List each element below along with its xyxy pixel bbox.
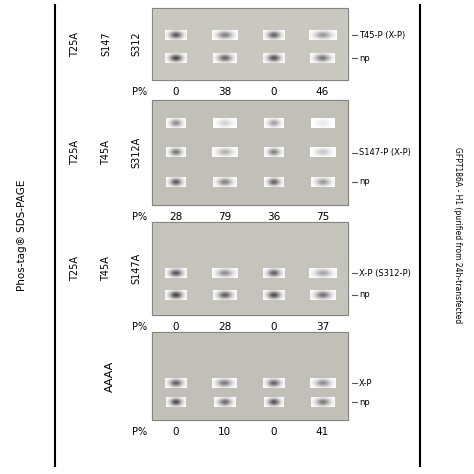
- Text: 0: 0: [270, 322, 277, 332]
- Bar: [152, 222, 348, 315]
- Text: 38: 38: [218, 87, 231, 97]
- Bar: [152, 222, 348, 315]
- Text: X-P (S312-P): X-P (S312-P): [359, 269, 411, 278]
- Text: S147: S147: [101, 32, 111, 56]
- Bar: [152, 332, 348, 420]
- Text: 28: 28: [218, 322, 231, 332]
- Text: 37: 37: [316, 322, 329, 332]
- Text: GFPT186A - H1 (purified from 24h-transfected: GFPT186A - H1 (purified from 24h-transfe…: [454, 147, 463, 324]
- Text: 0: 0: [172, 322, 179, 332]
- Bar: [152, 332, 348, 420]
- Text: 79: 79: [218, 212, 231, 222]
- Text: P%: P%: [132, 322, 147, 332]
- Text: P%: P%: [132, 87, 147, 97]
- Text: Phos-tag® SDS-PAGE: Phos-tag® SDS-PAGE: [17, 180, 27, 291]
- Text: P%: P%: [132, 427, 147, 437]
- Text: T25A: T25A: [70, 31, 80, 56]
- Text: AAAA: AAAA: [105, 360, 115, 392]
- Text: 10: 10: [218, 427, 231, 437]
- Bar: [152, 8, 348, 80]
- Text: S147A: S147A: [132, 253, 142, 284]
- Text: 0: 0: [172, 87, 179, 97]
- Text: S312A: S312A: [132, 137, 142, 168]
- Bar: [152, 8, 348, 80]
- Text: T25A: T25A: [70, 140, 80, 165]
- Text: X-P: X-P: [359, 379, 373, 388]
- Text: 0: 0: [270, 427, 277, 437]
- Text: T45A: T45A: [101, 256, 111, 281]
- Text: 46: 46: [316, 87, 329, 97]
- Text: np: np: [359, 290, 370, 299]
- Text: S147-P (X-P): S147-P (X-P): [359, 148, 411, 157]
- Bar: [152, 100, 348, 205]
- Text: P%: P%: [132, 212, 147, 222]
- Text: S312: S312: [132, 32, 142, 56]
- Text: 0: 0: [172, 427, 179, 437]
- Text: 75: 75: [316, 212, 329, 222]
- Bar: [152, 100, 348, 205]
- Text: 28: 28: [169, 212, 182, 222]
- Text: np: np: [359, 177, 370, 186]
- Text: 0: 0: [270, 87, 277, 97]
- Text: 41: 41: [316, 427, 329, 437]
- Text: np: np: [359, 54, 370, 63]
- Text: T25A: T25A: [70, 256, 80, 281]
- Text: 36: 36: [267, 212, 280, 222]
- Text: T45A: T45A: [101, 140, 111, 165]
- Text: T45-P (X-P): T45-P (X-P): [359, 31, 405, 40]
- Text: np: np: [359, 398, 370, 407]
